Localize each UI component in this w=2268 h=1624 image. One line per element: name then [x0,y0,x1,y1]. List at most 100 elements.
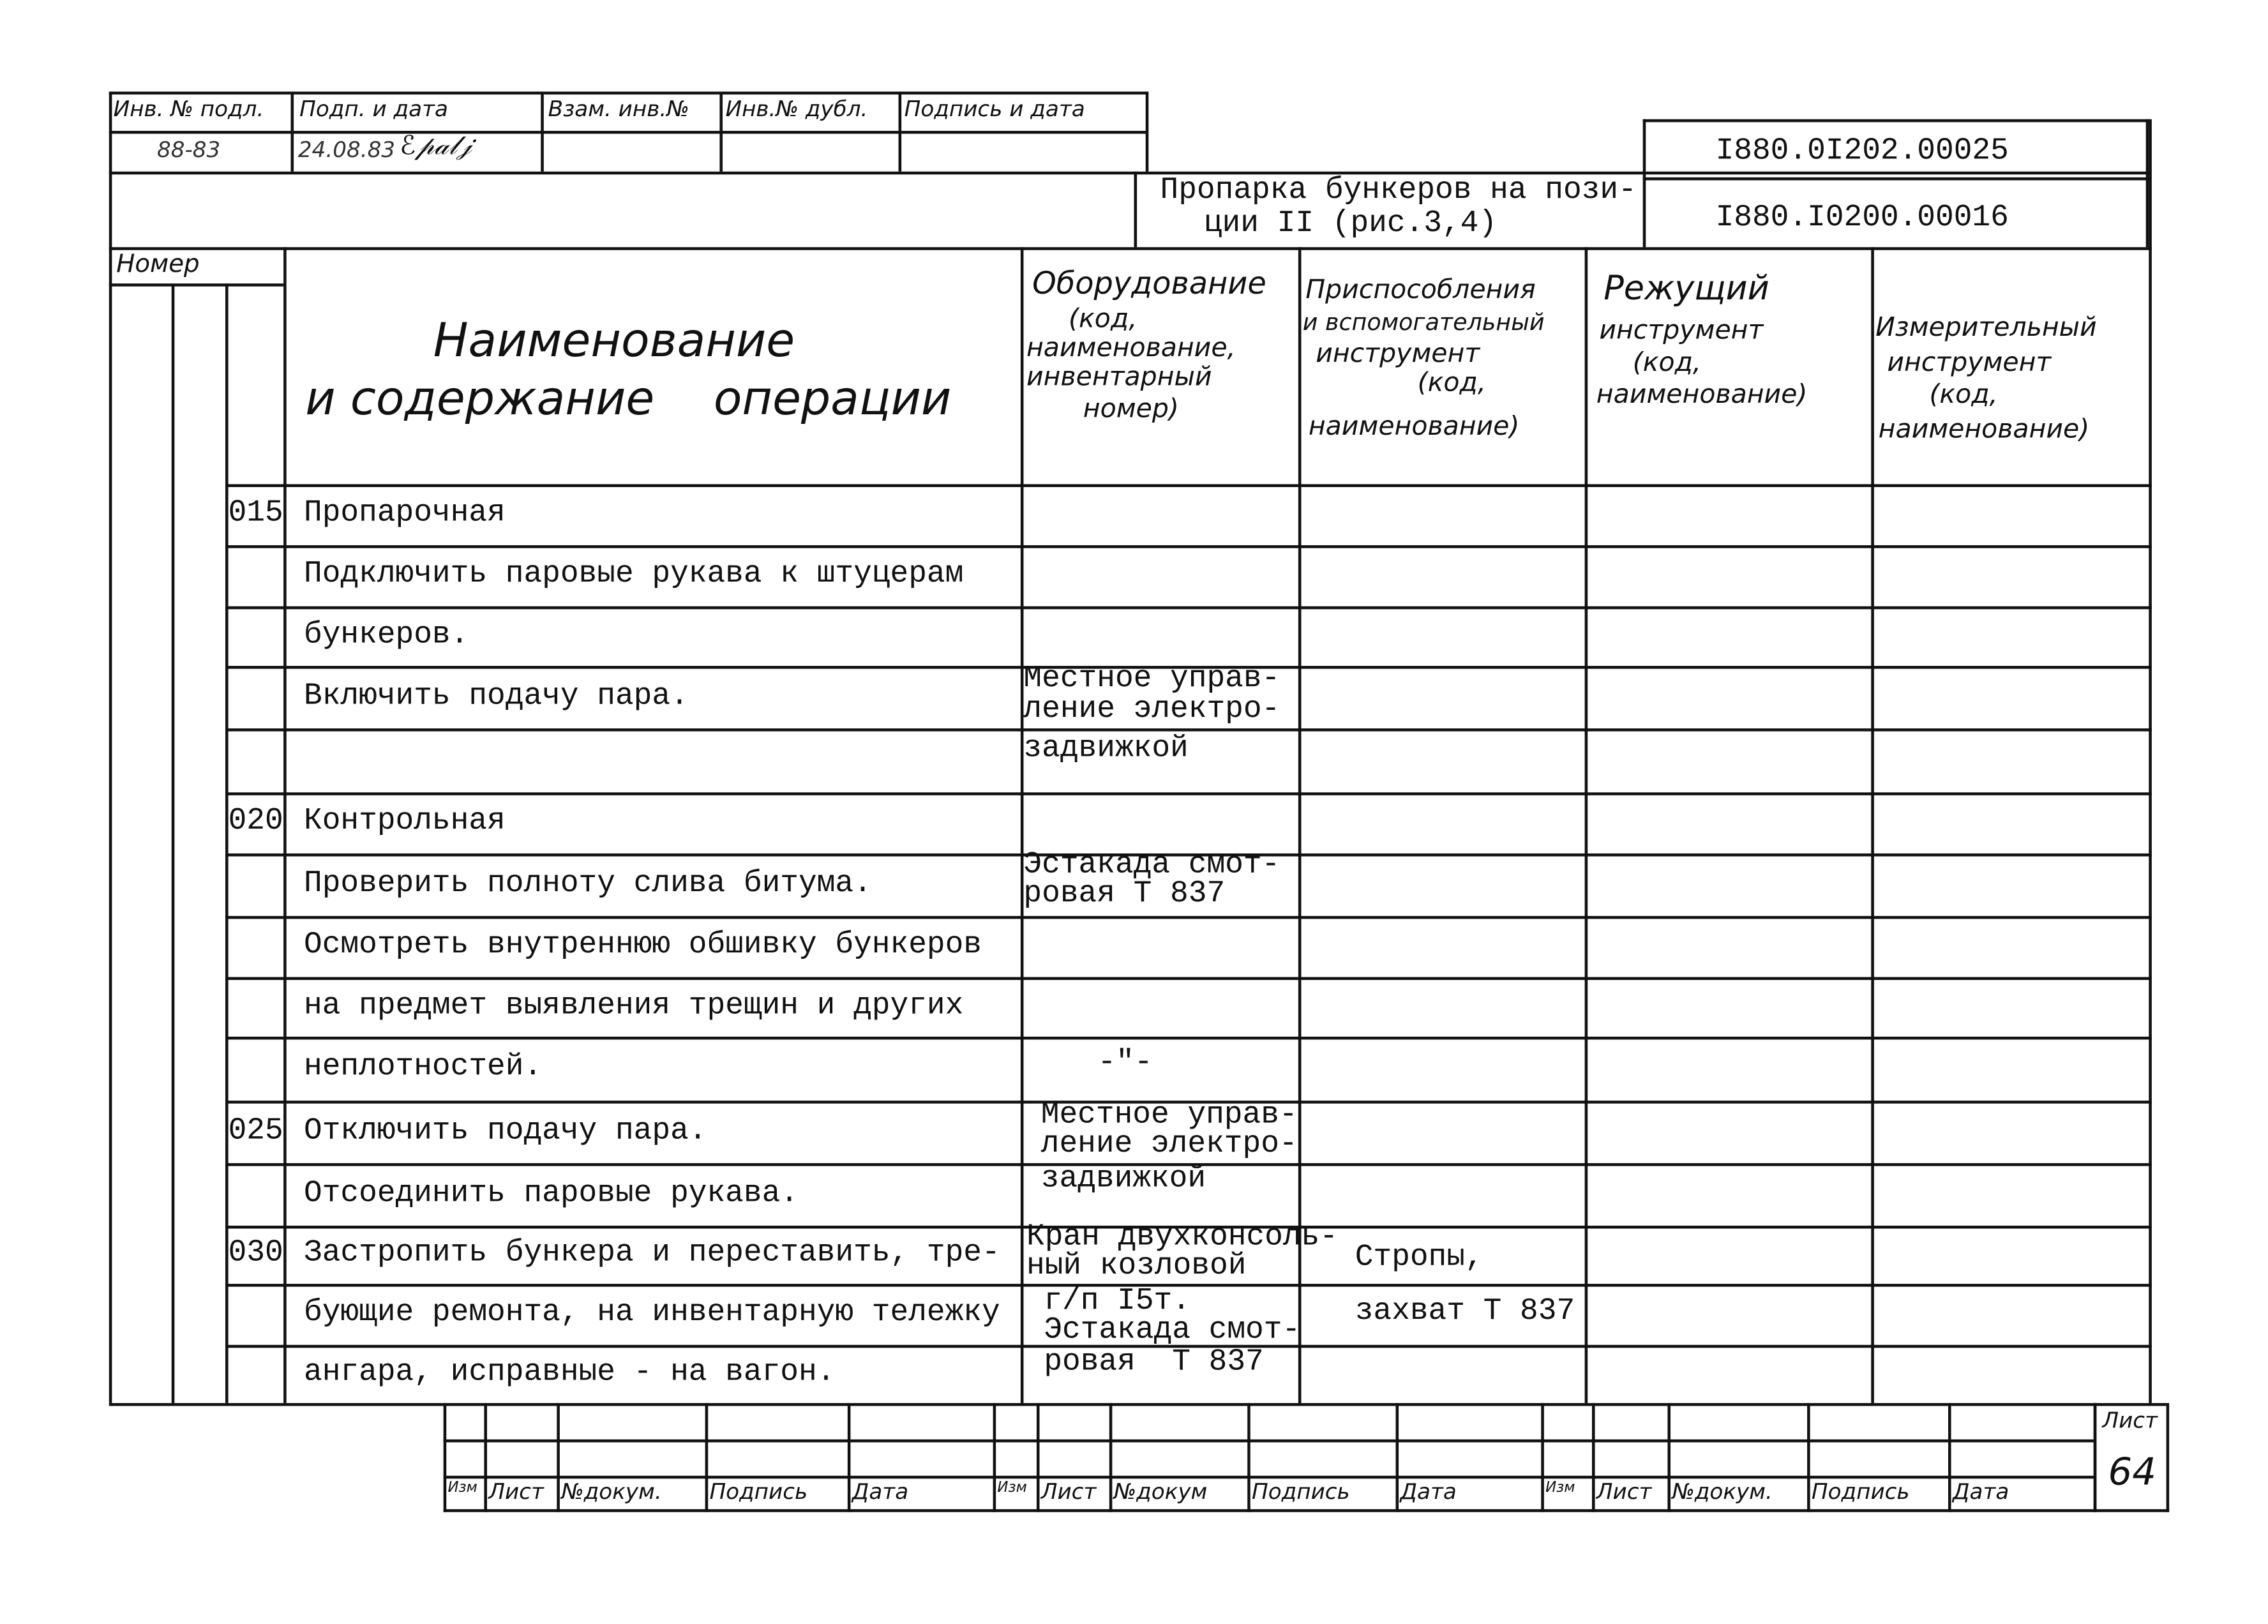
operation-text: неплотностей. [304,1051,543,1085]
equipment-note: ный козловой [1026,1250,1247,1284]
stamp-label: №докум. [561,1478,662,1505]
rule [109,91,1148,95]
row-rule [225,1344,2152,1348]
rule [1247,1402,1250,1512]
rule [171,283,175,1403]
fixture-note: Стропы, [1355,1242,1483,1275]
column-header-fixtures: инструмент [1316,338,1480,370]
column-header-cutting: наименование) [1596,379,1808,410]
rule [993,1402,996,1512]
doc-code: I880.I0200.00016 [1715,202,2009,236]
column-header-equipment: номер) [1083,394,1179,425]
column-header-equipment: (код, [1069,304,1138,335]
stamp-label: Дата [1952,1478,2009,1505]
operation-text: Включить подачу пара. [304,679,689,714]
row-rule [225,792,2152,795]
stamp-label: Дата [1400,1478,1457,1505]
equipment-note: задвижкой [1023,732,1189,767]
stamp-header: Подп. и дата [299,96,448,123]
operation-number: 020 [228,805,283,839]
rule [109,283,284,287]
sheet-number: 64 [2108,1451,2156,1495]
operation-text: Отключить подачу пара. [304,1114,707,1148]
rule [443,1475,2094,1479]
column-header-name: и содержание операции [305,370,952,426]
row-rule [109,1402,444,1406]
column-header-equipment: Оборудование [1032,266,1266,301]
column-header-measuring: (код, [1929,379,1998,410]
stamp-label: №докум. [1672,1478,1773,1505]
rule [2149,119,2152,1403]
rule [1871,247,1874,1403]
stamp-label: Изм [1545,1480,1575,1496]
rule [1020,247,1024,1403]
operation-title: Пропарка бункеров на пози- [1160,174,1637,208]
stamp-label: Подпись [709,1478,808,1505]
equipment-note: г/п I5т. [1044,1285,1190,1319]
column-header-fixtures: и вспомогательный [1302,308,1545,336]
rule [225,283,229,1403]
rule [1667,1402,1671,1512]
stamp-label: Лист [488,1478,544,1505]
stamp-label: Подпись [1811,1478,1910,1505]
row-rule [225,545,2152,548]
doc-code: I880.0I202.00025 [1715,135,2009,169]
rule [1134,171,1138,248]
row-rule [225,1284,2152,1287]
rule [2145,119,2149,248]
row-rule [225,1101,2152,1104]
rule [1541,1402,1544,1512]
rule [443,1439,2094,1443]
operation-text: ангара, исправные - на вагон. [304,1357,836,1390]
rule [557,1402,560,1512]
row-rule [225,728,2152,732]
rule [1395,1402,1399,1512]
equipment-note: Эстакада смот- [1044,1314,1301,1348]
operation-number: 030 [228,1237,283,1271]
rule [1807,1402,1810,1512]
equipment-note: задвижкой [1040,1163,1206,1197]
operation-title: ции II (рис.3,4) [1203,207,1498,242]
operation-number: 025 [228,1114,283,1148]
stamp-header: Взам. инв.№ [548,96,689,123]
row-rule [225,1163,2152,1166]
column-header-measuring: инструмент [1887,347,2052,379]
rule [1591,1402,1595,1512]
column-header-fixtures: наименование) [1308,411,1520,442]
signature-icon: ℰ𝓅𝒶𝓁𝒿 [400,130,472,162]
operation-text: Застропить бункера и переставить, тре- [304,1237,1000,1271]
rule [283,247,287,1403]
row-rule [225,853,2152,857]
stamp-value: 88-83 [156,137,221,163]
rule [1109,1402,1113,1512]
rule [719,91,723,172]
rule [2166,1402,2170,1512]
rule [1145,91,1149,172]
rule [1642,119,1646,248]
column-header-cutting: Режущий [1603,270,1769,308]
equipment-note: ление электро- [1040,1128,1298,1162]
rule [1584,247,1588,1403]
stamp-header: Подпись и дата [904,96,1085,123]
stamp-label: Подпись [1252,1478,1350,1505]
equipment-note: Эстакада смот- [1023,849,1280,883]
rule [1948,1402,1951,1512]
stamp-value: 24.08.83 [297,137,396,163]
rule [847,1402,851,1512]
operation-text: Проверить полноту слива битума. [304,867,872,901]
stamp-header: Инв. № подл. [113,96,264,123]
rule [109,130,1148,134]
equipment-note: ление электро- [1023,693,1280,727]
rule [290,91,294,172]
rule [1642,119,2149,123]
rule [109,91,112,1403]
stamp-label: Дата [852,1478,909,1505]
operation-text: Осмотреть внутреннюю обшивку бункеров [304,929,982,963]
column-header-equipment: инвентарный [1026,362,1212,393]
operation-text: на предмет выявления трещин и других [304,989,964,1023]
stamp-label: №докум [1113,1478,1208,1505]
column-header-equipment: наименование, [1026,333,1236,364]
column-header-cutting: инструмент [1599,315,1764,347]
column-header-number: Номер [116,250,200,280]
rule [109,247,2152,250]
